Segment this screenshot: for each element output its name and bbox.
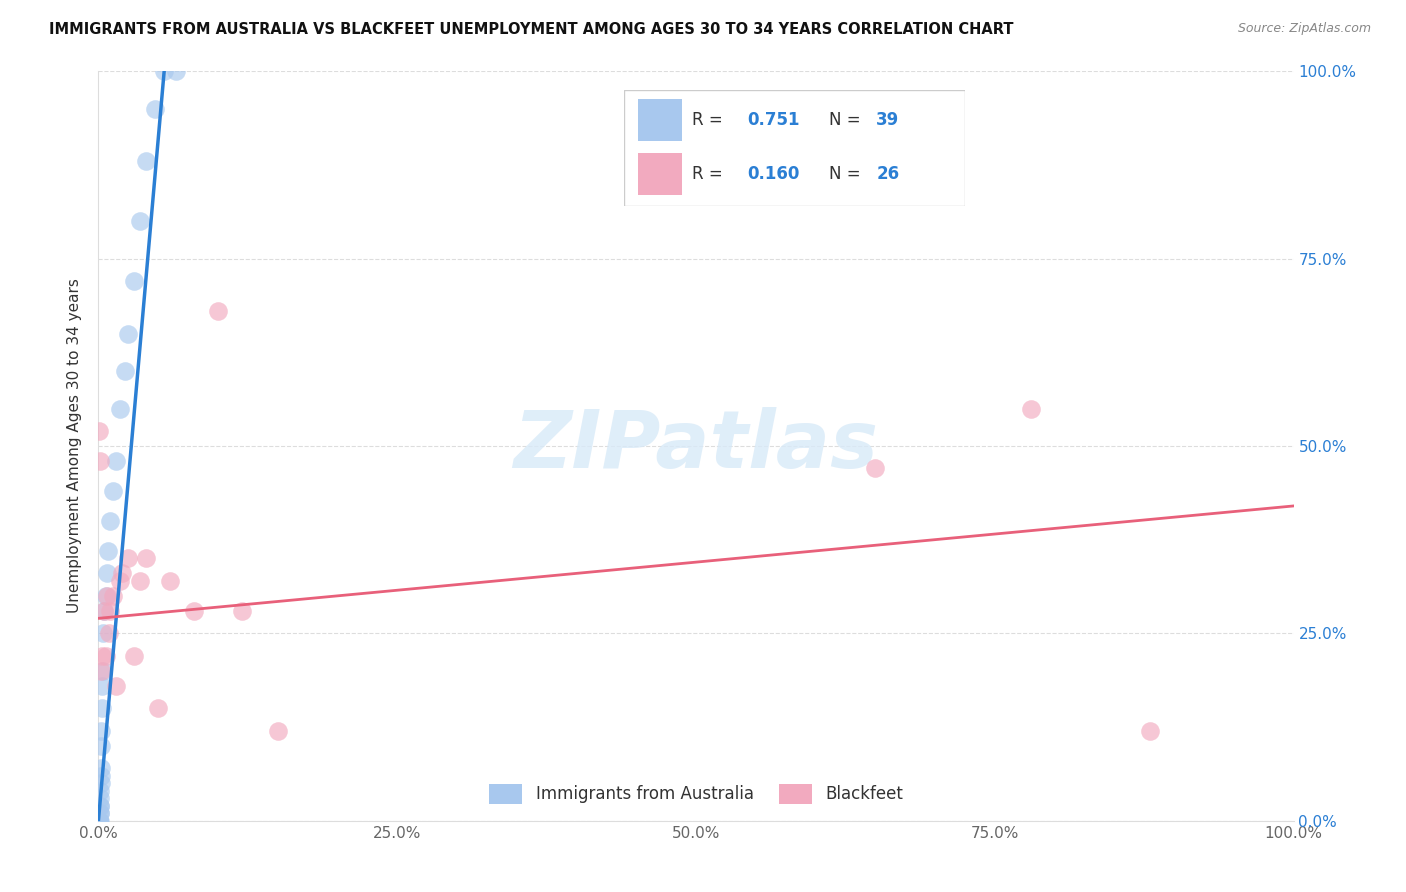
Point <box>1139 723 1161 738</box>
Point <box>87 424 110 438</box>
Point <box>96 566 118 581</box>
Point <box>89 814 111 828</box>
Point <box>183 604 205 618</box>
Point <box>89 814 111 828</box>
Point <box>267 723 290 738</box>
Point <box>135 551 157 566</box>
Point <box>143 102 166 116</box>
Point <box>89 454 111 468</box>
Point <box>93 604 115 618</box>
Point <box>114 364 136 378</box>
Point <box>90 664 112 678</box>
Point <box>105 454 128 468</box>
Point <box>98 604 122 618</box>
Point <box>87 814 110 828</box>
Point <box>90 723 112 738</box>
Point <box>89 814 111 828</box>
Point <box>207 304 229 318</box>
Point <box>89 806 111 821</box>
Point <box>91 679 114 693</box>
Point <box>159 574 181 588</box>
Point <box>117 326 139 341</box>
Point <box>98 626 121 640</box>
Point <box>90 761 112 775</box>
Point <box>129 214 152 228</box>
Point <box>111 566 134 581</box>
Point <box>97 544 120 558</box>
Point <box>1019 401 1042 416</box>
Point <box>124 648 146 663</box>
Point <box>89 783 111 797</box>
Point <box>98 514 122 528</box>
Point <box>153 64 176 78</box>
Point <box>91 648 114 663</box>
Point <box>89 806 111 821</box>
Point <box>90 776 112 790</box>
Point <box>90 739 112 753</box>
Point <box>231 604 253 618</box>
Point <box>105 679 128 693</box>
Point <box>865 461 887 475</box>
Point <box>117 551 139 566</box>
Point <box>96 589 118 603</box>
Point <box>129 574 152 588</box>
Point <box>87 814 110 828</box>
Y-axis label: Unemployment Among Ages 30 to 34 years: Unemployment Among Ages 30 to 34 years <box>67 278 83 614</box>
Point <box>91 664 114 678</box>
Point <box>93 604 115 618</box>
Point <box>94 589 117 603</box>
Point <box>135 154 157 169</box>
Point <box>101 483 124 498</box>
Point <box>91 626 114 640</box>
Point <box>108 401 131 416</box>
Point <box>89 791 111 805</box>
Point <box>94 648 117 663</box>
Text: ZIPatlas: ZIPatlas <box>513 407 879 485</box>
Text: IMMIGRANTS FROM AUSTRALIA VS BLACKFEET UNEMPLOYMENT AMONG AGES 30 TO 34 YEARS CO: IMMIGRANTS FROM AUSTRALIA VS BLACKFEET U… <box>49 22 1014 37</box>
Point <box>148 701 170 715</box>
Point <box>124 274 146 288</box>
Legend: Immigrants from Australia, Blackfeet: Immigrants from Australia, Blackfeet <box>481 775 911 813</box>
Point <box>89 798 111 813</box>
Text: Source: ZipAtlas.com: Source: ZipAtlas.com <box>1237 22 1371 36</box>
Point <box>87 814 110 828</box>
Point <box>89 814 111 828</box>
Point <box>91 701 114 715</box>
Point <box>165 64 187 78</box>
Point <box>90 769 112 783</box>
Point <box>108 574 131 588</box>
Point <box>101 589 124 603</box>
Point <box>89 798 111 813</box>
Point <box>89 814 111 828</box>
